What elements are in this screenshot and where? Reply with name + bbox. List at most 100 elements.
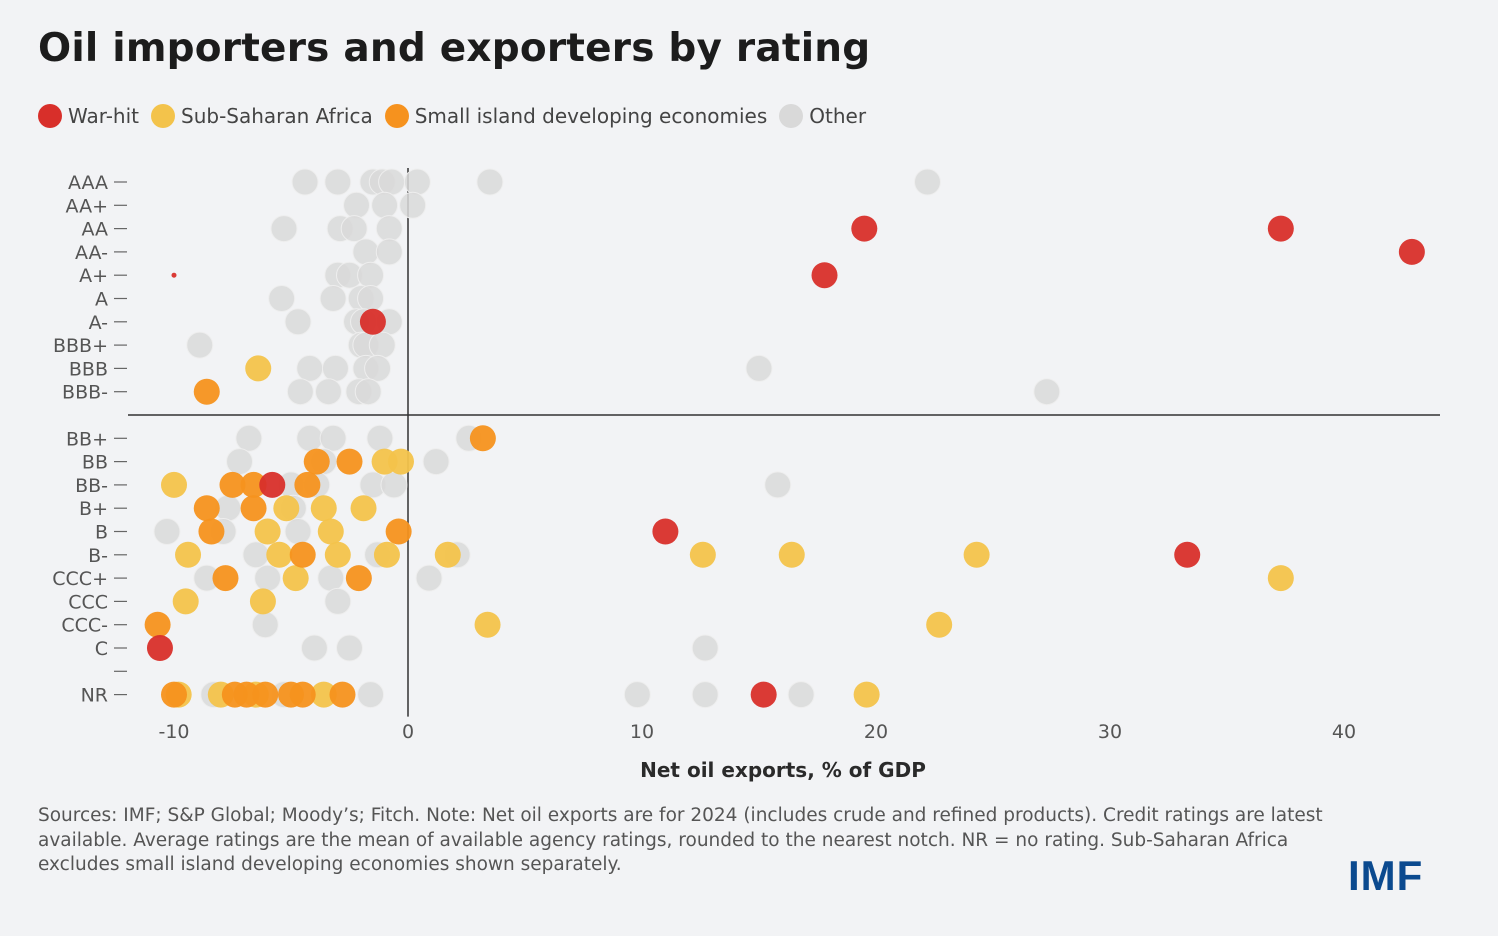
data-point: [853, 681, 880, 708]
data-point: [366, 424, 394, 452]
data-point: [284, 518, 312, 545]
y-tick-label: BBB-: [62, 382, 108, 404]
data-point: [324, 587, 352, 615]
data-point: [291, 168, 319, 196]
data-point: [314, 378, 342, 406]
data-point: [171, 272, 177, 278]
data-point: [399, 191, 427, 219]
data-point: [310, 495, 337, 522]
data-point: [193, 378, 220, 405]
data-point: [778, 541, 805, 568]
data-point: [851, 215, 878, 242]
data-point: [378, 168, 406, 196]
data-point: [321, 354, 349, 382]
legend-label: Small island developing economies: [414, 104, 768, 128]
legend-label: Sub-Saharan Africa: [181, 104, 373, 128]
y-tick-label: AAA: [68, 172, 108, 194]
chart-title: Oil importers and exporters by rating: [38, 26, 871, 71]
data-point: [251, 611, 279, 639]
data-point: [403, 168, 431, 196]
data-point: [146, 635, 173, 661]
data-point: [1174, 541, 1201, 568]
data-point: [294, 471, 321, 498]
y-tick-label: NR: [81, 685, 108, 707]
data-point: [691, 634, 719, 662]
data-point: [273, 495, 300, 522]
data-point: [357, 285, 385, 312]
y-tick-label: B: [95, 522, 108, 544]
data-point: [268, 285, 296, 312]
data-point: [286, 378, 314, 406]
legend-item-sub-saharan-africa: Sub-Saharan Africa: [151, 104, 373, 128]
data-point: [913, 168, 941, 196]
data-point: [359, 308, 386, 335]
data-point: [380, 471, 408, 499]
legend: War-hit Sub-Saharan Africa Small island …: [38, 102, 878, 130]
data-point: [350, 495, 377, 522]
data-point: [963, 541, 990, 568]
y-tick-label: A+: [79, 265, 108, 287]
data-point: [296, 424, 324, 452]
data-point: [310, 681, 337, 708]
data-point: [387, 448, 414, 475]
y-tick-label: BB: [82, 452, 108, 474]
x-axis-label: Net oil exports, % of GDP: [640, 758, 926, 782]
data-point: [289, 541, 316, 568]
y-tick-label: A: [95, 289, 108, 311]
y-tick-label: CCC-: [61, 615, 108, 637]
data-point: [233, 681, 260, 708]
y-tick-label: AA: [81, 219, 108, 241]
legend-item-other: Other: [779, 104, 866, 128]
data-point: [240, 495, 267, 522]
data-point: [352, 238, 380, 266]
data-point: [1267, 565, 1294, 592]
data-point: [375, 215, 403, 243]
data-point: [476, 168, 504, 196]
data-point: [811, 262, 838, 289]
data-point: [212, 565, 239, 592]
data-point: [270, 215, 298, 243]
y-tick-label: CCC+: [52, 568, 108, 590]
data-point: [303, 448, 330, 475]
legend-item-small-island: Small island developing economies: [384, 104, 768, 128]
data-point: [1033, 378, 1061, 406]
legend-swatch: [151, 104, 175, 128]
y-tick-label: BB-: [75, 475, 108, 497]
data-point: [354, 378, 382, 406]
y-tick-label: BBB: [69, 358, 108, 380]
data-point: [357, 681, 385, 709]
data-point: [249, 588, 276, 615]
data-point: [161, 681, 187, 708]
legend-swatch: [38, 104, 62, 128]
data-point: [324, 168, 352, 196]
data-point: [371, 191, 399, 219]
x-tick-label: 30: [1098, 721, 1122, 743]
data-point: [319, 285, 347, 312]
x-tick-label: -10: [158, 721, 189, 743]
data-point: [336, 634, 363, 662]
data-point: [474, 611, 501, 638]
data-point: [750, 681, 777, 708]
data-point: [317, 518, 344, 545]
data-point: [254, 564, 282, 592]
data-point: [469, 425, 496, 452]
y-tick-label: BBB+: [53, 335, 108, 357]
data-point: [300, 634, 328, 662]
y-tick-label: AA-: [75, 242, 108, 264]
data-point: [343, 191, 371, 219]
y-tick-label: B-: [88, 545, 108, 567]
data-point: [787, 681, 815, 709]
data-point: [186, 331, 214, 359]
data-point: [357, 261, 385, 289]
x-tick-label: 0: [402, 721, 414, 743]
data-point: [1267, 215, 1294, 242]
data-point: [175, 541, 202, 568]
data-point: [345, 565, 372, 592]
data-point: [282, 565, 309, 592]
y-tick-label: C: [95, 638, 108, 660]
data-point: [368, 331, 396, 359]
data-point: [623, 681, 651, 709]
data-point: [385, 518, 412, 545]
data-point: [240, 471, 267, 498]
y-tick-label: AA+: [66, 195, 108, 217]
